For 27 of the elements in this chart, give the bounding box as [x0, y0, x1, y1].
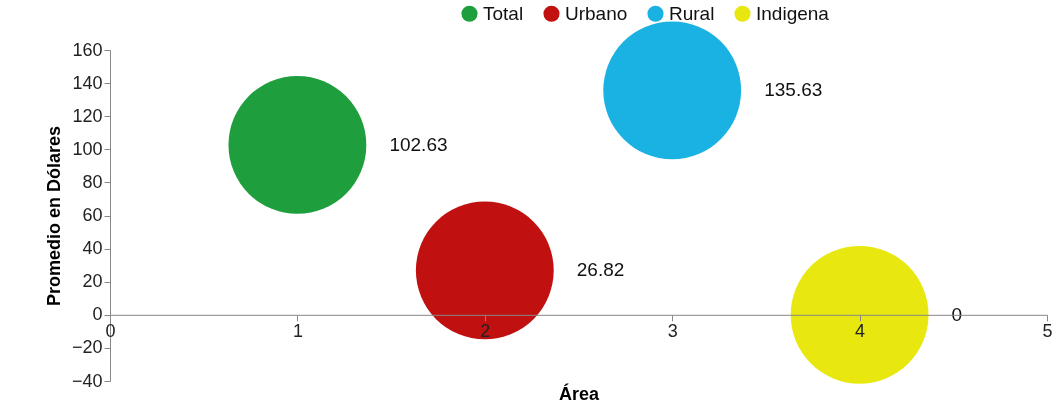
legend-label: Urbano — [565, 2, 628, 24]
x-tick-label: 5 — [1042, 321, 1053, 342]
x-axis-title: Área — [558, 382, 600, 404]
data-label: 102.63 — [389, 133, 448, 155]
y-axis-title: Promedio en Dólares — [43, 125, 64, 307]
y-tick-label: 60 — [82, 205, 103, 225]
data-label: 135.63 — [764, 79, 823, 101]
y-tick-label: 100 — [72, 138, 103, 159]
legend-label: Total — [483, 2, 524, 24]
x-tick-label: 4 — [855, 321, 866, 342]
y-tick-label: 0 — [92, 304, 103, 325]
y-tick-label: 80 — [82, 171, 103, 192]
y-tick-label: 160 — [72, 39, 103, 60]
y-tick-label: 120 — [72, 105, 103, 126]
x-tick-label: 3 — [667, 321, 678, 342]
x-tick-label: 1 — [292, 321, 303, 342]
legend-label: Indigena — [756, 2, 830, 24]
y-tick-label: 40 — [82, 238, 103, 259]
x-tick-label: 2 — [480, 321, 491, 342]
data-label: 0 — [951, 303, 963, 325]
data-label: 26.82 — [576, 259, 625, 281]
y-tick-label: −40 — [71, 370, 103, 391]
y-tick-label: −20 — [71, 337, 103, 358]
y-tick-label: 20 — [82, 271, 103, 292]
legend-label: Rural — [669, 2, 715, 24]
y-tick-label: 140 — [72, 72, 103, 93]
x-tick-label: 0 — [105, 321, 116, 342]
